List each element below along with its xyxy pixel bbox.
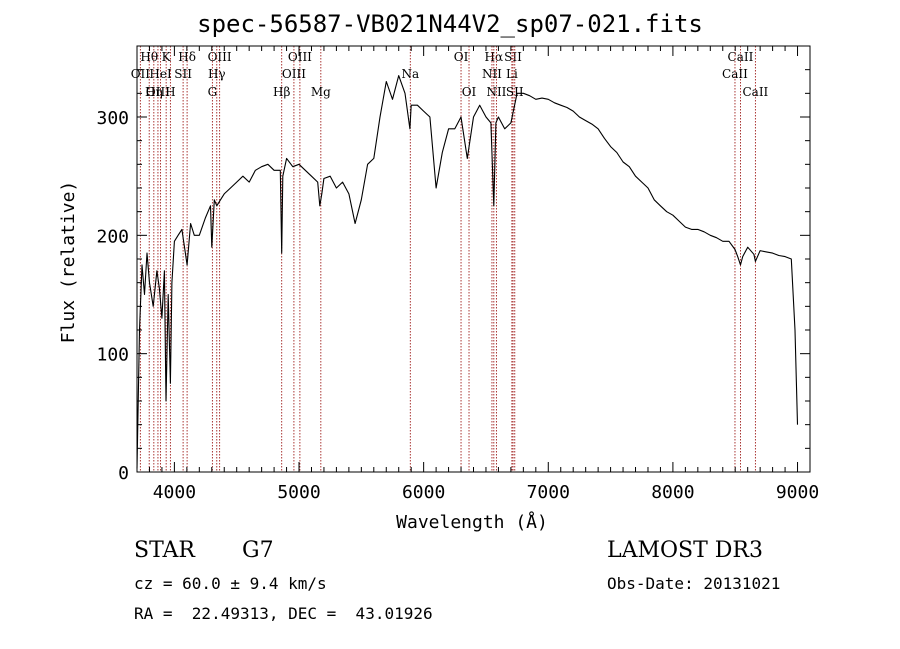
- object-subclass: G7: [242, 538, 274, 563]
- spectral-line-label: CaII: [722, 67, 748, 81]
- survey-name: LAMOST DR3: [607, 538, 763, 563]
- spectral-line-label: Li: [506, 67, 518, 81]
- spectral-line-label: Hα: [485, 50, 504, 64]
- spectral-line-label: OIII: [288, 50, 312, 64]
- x-axis-label: Wavelength (Å): [396, 511, 548, 533]
- y-axis-label: Flux (relative): [58, 181, 79, 344]
- spectral-line-label: NII: [482, 67, 502, 81]
- spectrum-line: [136, 75, 799, 469]
- spectral-line-label: OI: [462, 85, 477, 99]
- spectral-line-label: CaII: [742, 85, 768, 99]
- redshift-cz: cz = 60.0 ± 9.4 km/s: [134, 574, 327, 593]
- spectral-line-label: Hη: [145, 85, 163, 99]
- spectral-line-label: SII: [506, 85, 524, 99]
- spectral-line-label: SII: [504, 50, 522, 64]
- y-tick-label: 300: [96, 108, 129, 129]
- x-tick-label: 7000: [527, 482, 570, 503]
- x-tick-label: 5000: [277, 482, 320, 503]
- spectral-line-label: OII: [131, 67, 151, 81]
- x-tick-label: 6000: [402, 482, 445, 503]
- spectral-line-label: OIII: [282, 67, 306, 81]
- spectral-line-label: SII: [174, 67, 192, 81]
- spectral-line-label: Hθ: [140, 50, 158, 64]
- plot-frame: [136, 45, 811, 473]
- spectral-line-label: OIII: [146, 85, 170, 99]
- y-tick-label: 200: [96, 226, 129, 247]
- object-class: STAR: [134, 538, 195, 563]
- x-tick-label: 9000: [776, 482, 819, 503]
- spectral-line-label: OIII: [208, 50, 232, 64]
- spectral-line-label: OI: [454, 50, 469, 64]
- spectral-line-label: Hδ: [178, 50, 196, 64]
- spectral-line-label: NII: [486, 85, 506, 99]
- chart-title: spec-56587-VB021N44V2_sp07-021.fits: [197, 10, 703, 38]
- spectral-line-label: Na: [401, 67, 419, 81]
- y-tick-label: 100: [96, 345, 129, 366]
- ra-dec: RA = 22.49313, DEC = 43.01926: [134, 604, 433, 623]
- y-tick-label: 0: [118, 463, 129, 484]
- spectral-line-label: Hβ: [273, 85, 290, 99]
- spectral-line-label: CaII: [728, 50, 754, 64]
- obs-date: Obs-Date: 20131021: [607, 574, 781, 593]
- spectral-line-label: Hγ: [208, 67, 226, 81]
- x-tick-label: 8000: [651, 482, 694, 503]
- spectral-line-label: K: [162, 50, 172, 64]
- spectral-line-label: Mg: [311, 85, 331, 99]
- x-tick-label: 4000: [153, 482, 196, 503]
- spectral-line-label: H: [165, 85, 175, 99]
- spectral-line-label: G: [208, 85, 218, 99]
- spectral-line-label: HeI: [149, 67, 172, 81]
